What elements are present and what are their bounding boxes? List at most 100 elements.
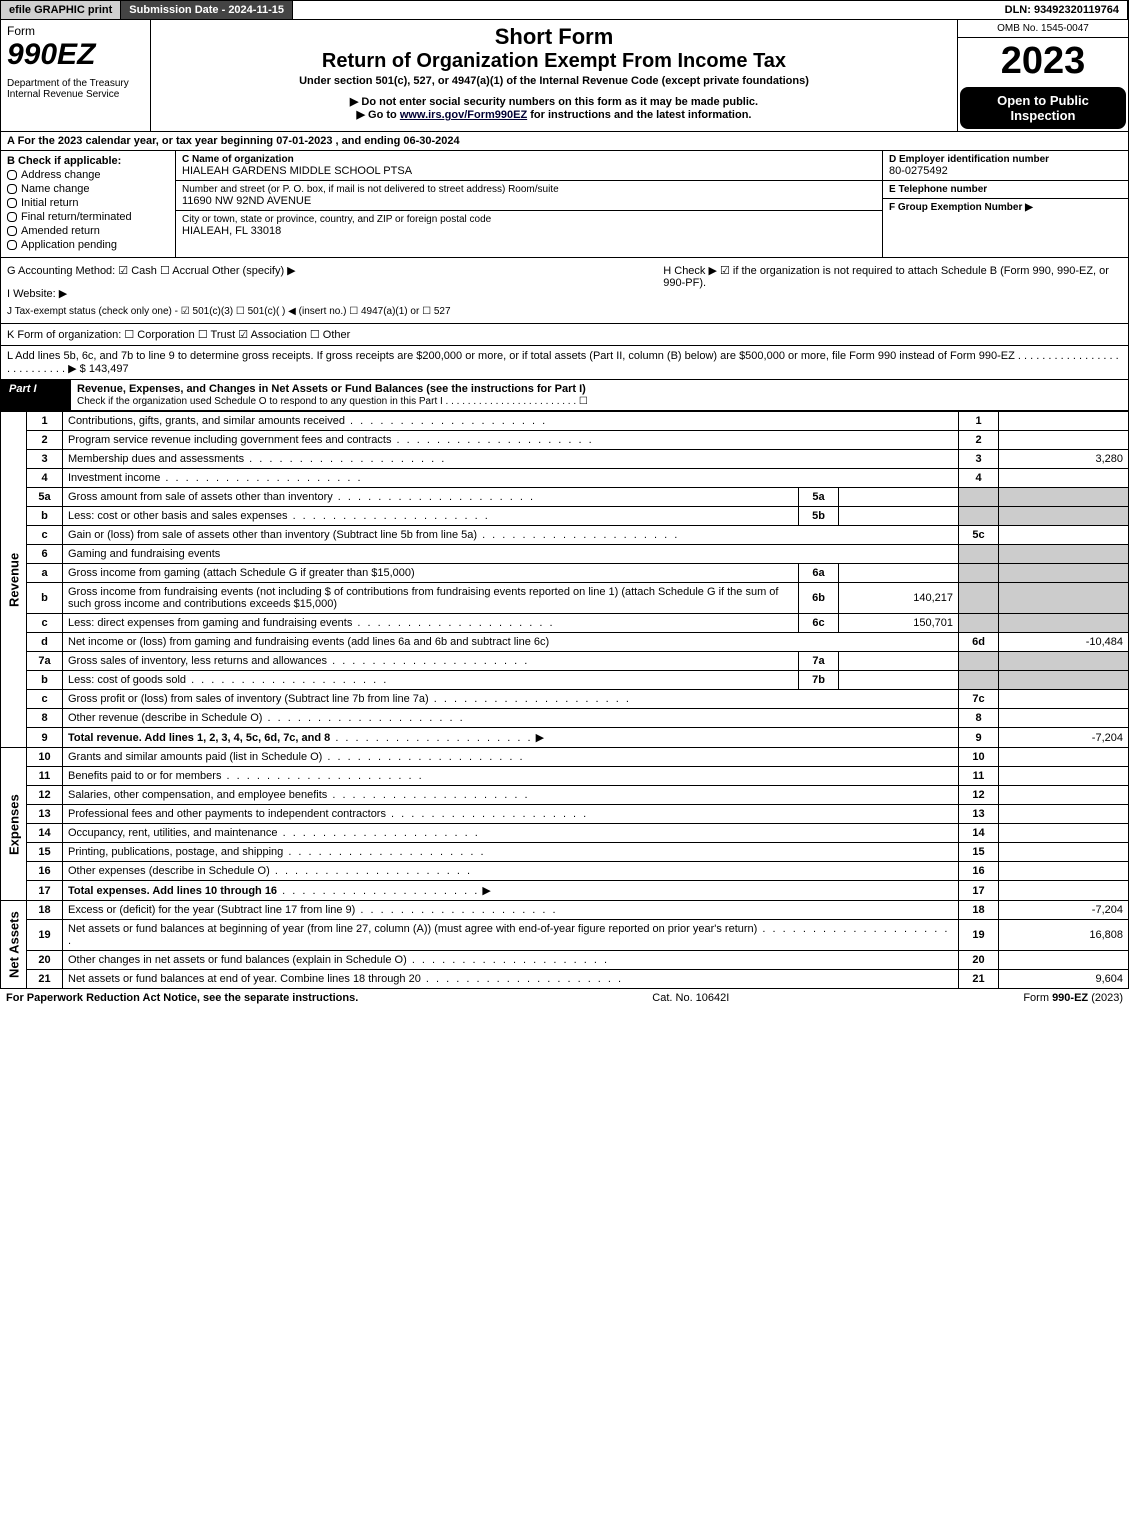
l1-box: 1 — [959, 412, 999, 431]
l6a-sub: 6a — [799, 564, 839, 583]
l6-shade1 — [959, 545, 999, 564]
l3-label: Membership dues and assessments — [63, 450, 959, 469]
l6-label: Gaming and fundraising events — [63, 545, 959, 564]
chk-final-return[interactable]: Final return/terminated — [7, 211, 169, 223]
l7c-box: 7c — [959, 690, 999, 709]
l13-amt — [999, 805, 1129, 824]
l-amount: 143,497 — [89, 363, 129, 375]
l6d-num: d — [27, 633, 63, 652]
l5b-subval — [839, 507, 959, 526]
chk-address-change[interactable]: Address change — [7, 169, 169, 181]
l5b-shade1 — [959, 507, 999, 526]
l10-box: 10 — [959, 748, 999, 767]
l5a-shade1 — [959, 488, 999, 507]
l4-amt — [999, 469, 1129, 488]
l10-num: 10 — [27, 748, 63, 767]
l5a-label: Gross amount from sale of assets other t… — [63, 488, 799, 507]
section-a: A For the 2023 calendar year, or tax yea… — [0, 132, 1129, 151]
l11-box: 11 — [959, 767, 999, 786]
l4-num: 4 — [27, 469, 63, 488]
form-number: 990EZ — [7, 38, 144, 72]
l18-box: 18 — [959, 901, 999, 920]
l6b-shade1 — [959, 583, 999, 614]
l12-box: 12 — [959, 786, 999, 805]
l7a-subval — [839, 652, 959, 671]
l7a-shade1 — [959, 652, 999, 671]
org-name: HIALEAH GARDENS MIDDLE SCHOOL PTSA — [182, 165, 876, 177]
l6c-shade2 — [999, 614, 1129, 633]
l6a-shade1 — [959, 564, 999, 583]
irs-link[interactable]: www.irs.gov/Form990EZ — [400, 109, 527, 121]
l7a-shade2 — [999, 652, 1129, 671]
chk-initial-return[interactable]: Initial return — [7, 197, 169, 209]
l5c-box: 5c — [959, 526, 999, 545]
l16-num: 16 — [27, 862, 63, 881]
footer-right: Form 990-EZ (2023) — [1023, 992, 1123, 1004]
b-title: B Check if applicable: — [7, 155, 169, 167]
l6b-subval: 140,217 — [839, 583, 959, 614]
h-schedule-b: H Check ▶ ☑ if the organization is not r… — [657, 264, 1122, 317]
l7c-num: c — [27, 690, 63, 709]
l15-amt — [999, 843, 1129, 862]
l6c-shade1 — [959, 614, 999, 633]
l15-label: Printing, publications, postage, and shi… — [63, 843, 959, 862]
chk-amended-return[interactable]: Amended return — [7, 225, 169, 237]
e-label: E Telephone number — [889, 184, 1122, 195]
section-c: C Name of organization HIALEAH GARDENS M… — [176, 151, 883, 257]
d-label: D Employer identification number — [889, 154, 1122, 165]
efile-label[interactable]: efile GRAPHIC print — [1, 1, 121, 19]
l20-label: Other changes in net assets or fund bala… — [63, 951, 959, 970]
l6a-num: a — [27, 564, 63, 583]
footer-center: Cat. No. 10642I — [652, 992, 729, 1004]
i-website: I Website: ▶ — [7, 287, 649, 300]
l15-box: 15 — [959, 843, 999, 862]
l18-amt: -7,204 — [999, 901, 1129, 920]
l2-box: 2 — [959, 431, 999, 450]
l20-amt — [999, 951, 1129, 970]
chk-name-change[interactable]: Name change — [7, 183, 169, 195]
l6a-shade2 — [999, 564, 1129, 583]
l6c-sub: 6c — [799, 614, 839, 633]
l6a-label: Gross income from gaming (attach Schedul… — [63, 564, 799, 583]
l7b-sub: 7b — [799, 671, 839, 690]
chk-application-pending[interactable]: Application pending — [7, 239, 169, 251]
l6b-num: b — [27, 583, 63, 614]
l7b-subval — [839, 671, 959, 690]
side-netassets: Net Assets — [1, 901, 27, 989]
tax-year: 2023 — [958, 38, 1128, 85]
l6-num: 6 — [27, 545, 63, 564]
l5c-num: c — [27, 526, 63, 545]
l21-box: 21 — [959, 970, 999, 989]
part1-heading: Revenue, Expenses, and Changes in Net As… — [77, 383, 586, 395]
l5a-subval — [839, 488, 959, 507]
b-checklist: Address change Name change Initial retur… — [7, 169, 169, 251]
l6d-box: 6d — [959, 633, 999, 652]
return-title: Return of Organization Exempt From Incom… — [157, 50, 951, 73]
section-b: B Check if applicable: Address change Na… — [1, 151, 176, 257]
l5b-label: Less: cost or other basis and sales expe… — [63, 507, 799, 526]
l16-label: Other expenses (describe in Schedule O) — [63, 862, 959, 881]
l21-num: 21 — [27, 970, 63, 989]
l13-num: 13 — [27, 805, 63, 824]
l17-box: 17 — [959, 881, 999, 901]
l7b-label: Less: cost of goods sold — [63, 671, 799, 690]
l18-label: Excess or (deficit) for the year (Subtra… — [63, 901, 959, 920]
l5c-amt — [999, 526, 1129, 545]
open-inspection: Open to Public Inspection — [960, 87, 1126, 129]
l14-label: Occupancy, rent, utilities, and maintena… — [63, 824, 959, 843]
l8-label: Other revenue (describe in Schedule O) — [63, 709, 959, 728]
city-label: City or town, state or province, country… — [182, 214, 876, 225]
part1-table: Revenue 1 Contributions, gifts, grants, … — [0, 411, 1129, 989]
l10-amt — [999, 748, 1129, 767]
l6b-shade2 — [999, 583, 1129, 614]
l7b-shade2 — [999, 671, 1129, 690]
l7c-label: Gross profit or (loss) from sales of inv… — [63, 690, 959, 709]
l11-num: 11 — [27, 767, 63, 786]
l3-amt: 3,280 — [999, 450, 1129, 469]
l6b-label: Gross income from fundraising events (no… — [63, 583, 799, 614]
l8-num: 8 — [27, 709, 63, 728]
l19-label: Net assets or fund balances at beginning… — [63, 920, 959, 951]
l5b-shade2 — [999, 507, 1129, 526]
form-header: Form 990EZ Department of the Treasury In… — [0, 20, 1129, 132]
ein: 80-0275492 — [889, 165, 1122, 177]
